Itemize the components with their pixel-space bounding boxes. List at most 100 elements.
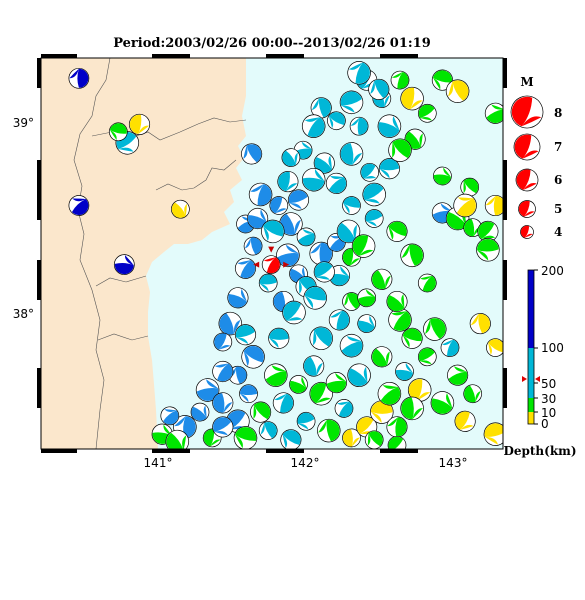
depth-colorbar: 200 100 50 30 10 0 Depth(km) [503,264,576,458]
focal-mechanism [368,78,390,100]
mag-label-4: 4 [554,225,562,239]
focal-mechanism [342,196,361,215]
focal-mechanism [349,116,369,136]
focal-mechanism [327,111,346,131]
focal-mechanism [484,194,503,217]
focal-mechanism [243,236,263,256]
depth-label-0: 0 [541,417,549,431]
depth-band-100-200 [528,270,534,348]
focal-mechanism [218,311,243,336]
focal-mechanism [212,360,234,383]
focal-mechanism [484,102,503,124]
focal-mechanism [347,363,371,387]
focal-mechanism [301,167,326,192]
lon-tick-143: 143° [439,456,468,470]
focal-mechanism [108,122,128,142]
focal-mechanism [477,220,499,242]
focal-mechanism [357,288,377,308]
mag-legend-ball-4 [520,225,534,239]
focal-mechanism [213,332,233,352]
focal-mechanism [303,286,327,310]
focal-mechanism [165,429,190,449]
focal-mechanism [386,416,408,438]
focal-mechanism [407,378,432,402]
focal-mechanism [309,381,333,406]
mag-legend-ball-8 [510,95,544,129]
focal-mechanism [430,391,455,415]
focal-mechanism [378,158,400,180]
focal-mechanism [296,227,316,247]
focal-mechanism [371,268,393,290]
mainshock-mechanism [261,255,281,274]
focal-mechanism [339,90,364,115]
focal-mechanism [364,209,384,228]
mainshock-pointer [268,246,275,253]
depth-band-30-100 [528,348,534,398]
depth-label-10: 10 [541,406,556,420]
map-area [41,58,503,449]
focal-mechanism [377,114,402,138]
lat-tick-39: 39° [13,116,34,130]
focal-mechanism [390,70,410,90]
focal-mechanism [301,114,326,138]
focal-mechanism [289,375,308,394]
focal-mechanism [388,138,412,162]
focal-mechanism [277,171,299,193]
focal-mechanism [325,172,347,194]
focal-mechanism [317,418,341,443]
focal-mechanism [68,195,90,216]
mainshock-depth-marker [522,376,540,382]
focal-mechanism [433,166,452,186]
mag-label-7: 7 [554,140,562,154]
focal-mechanism [364,430,384,449]
focal-mechanism [248,182,273,207]
mag-label-5: 5 [554,202,562,216]
focal-mechanism [258,421,278,440]
focal-mechanism [258,273,278,293]
focal-mechanism [417,273,437,293]
focal-mechanism [309,241,333,266]
lon-tick-141: 141° [144,456,173,470]
depth-label-30: 30 [541,392,556,406]
focal-mechanism [250,401,272,423]
focal-mechanism [212,416,234,438]
focal-mechanism [336,219,361,244]
focal-mechanism [310,97,332,119]
focal-mechanism [313,261,335,283]
mag-legend-ball-6 [515,168,539,192]
focal-mechanism [325,372,347,394]
focal-mechanism [463,384,483,404]
mainshock [253,246,290,274]
focal-mechanism [417,347,437,367]
land [41,58,246,449]
focal-mechanism [113,254,135,275]
focal-mechanism [171,199,190,219]
focal-mechanism [387,435,407,449]
depth-label-50: 50 [541,377,556,391]
focal-mechanism [342,292,361,311]
depth-scale-title: Depth(km) [503,444,576,458]
focal-mechanism [280,429,302,449]
focal-mechanism [483,422,503,446]
magnitude-legend-title: M [520,75,533,89]
focal-mechanism [282,300,306,325]
focal-mechanism [241,345,265,369]
focal-mechanism [360,162,380,182]
focal-mechanism [296,411,316,431]
mainshock-pointer [253,261,260,268]
focal-mechanism [445,79,470,103]
focal-mechanism [362,182,386,207]
focal-mechanism [234,324,257,346]
focal-mechanism [272,392,294,414]
focal-mechanism [328,309,350,331]
mag-legend-ball-5 [518,200,536,218]
focal-mechanism [476,238,500,262]
focal-mechanism [417,103,437,123]
focal-mechanism [440,338,460,357]
focal-mechanism [400,243,424,268]
focal-mechanism [195,378,220,402]
focal-mechanisms [68,61,503,449]
period-title: Period:2003/02/26 00:00--2013/02/26 01:1… [113,36,431,51]
depth-band-0-10 [528,412,534,424]
